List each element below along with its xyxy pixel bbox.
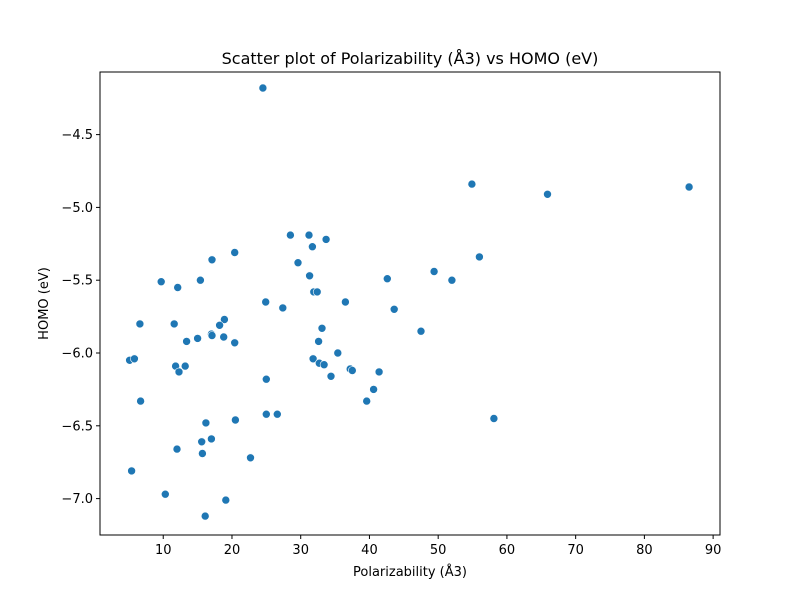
data-point <box>200 511 210 521</box>
x-axis-label: Polarizability (Å3) <box>353 564 467 580</box>
data-point <box>467 179 477 189</box>
data-point <box>286 230 295 240</box>
data-point <box>230 248 239 257</box>
data-point <box>447 275 457 285</box>
data-point <box>136 396 145 406</box>
data-point <box>193 334 202 343</box>
data-point <box>308 242 317 251</box>
data-point <box>173 283 182 292</box>
y-tick-label: −6.5 <box>61 419 93 434</box>
data-points <box>125 83 694 521</box>
data-point <box>219 332 228 342</box>
data-point <box>261 297 271 307</box>
data-point <box>374 367 384 377</box>
data-point <box>172 444 182 454</box>
data-point <box>197 437 206 447</box>
data-point <box>261 409 271 419</box>
data-point <box>489 414 499 423</box>
x-tick-label: 90 <box>705 543 722 558</box>
x-tick-label: 70 <box>567 543 584 558</box>
data-point <box>278 303 288 313</box>
data-point <box>429 267 439 276</box>
x-tick-label: 80 <box>636 543 653 558</box>
data-point <box>312 287 322 297</box>
data-point <box>304 230 314 240</box>
x-tick-label: 40 <box>361 543 378 558</box>
y-axis-label: HOMO (eV) <box>37 267 52 340</box>
data-point <box>347 366 357 375</box>
data-point <box>207 434 216 444</box>
data-point <box>130 354 139 364</box>
data-point <box>174 367 184 377</box>
data-point <box>207 255 217 265</box>
y-tick-label: −6.0 <box>61 347 93 362</box>
x-tick-label: 30 <box>292 543 309 558</box>
data-point <box>230 338 239 348</box>
data-point <box>319 360 329 370</box>
data-point <box>389 304 399 314</box>
data-point <box>317 323 327 333</box>
data-point <box>231 415 240 425</box>
data-point <box>305 271 314 281</box>
data-point <box>198 449 207 458</box>
data-point <box>369 385 378 394</box>
data-point <box>220 315 229 324</box>
data-point <box>215 320 224 330</box>
data-point <box>416 326 426 336</box>
data-point <box>201 418 211 428</box>
x-tick-label: 20 <box>224 543 241 558</box>
data-point <box>314 337 323 346</box>
data-point <box>258 83 268 93</box>
data-point <box>326 371 336 381</box>
data-point <box>333 348 343 358</box>
data-point <box>475 252 484 262</box>
chart-title: Scatter plot of Polarizability (Å3) vs H… <box>222 49 599 68</box>
data-point <box>246 453 255 463</box>
data-point <box>156 277 166 287</box>
data-point <box>362 396 372 406</box>
data-point <box>180 361 190 371</box>
y-tick-label: −5.0 <box>61 201 93 216</box>
data-point <box>135 319 145 329</box>
y-tick-label: −7.0 <box>61 492 93 507</box>
x-tick-label: 60 <box>499 543 516 558</box>
data-point <box>261 374 271 384</box>
y-axis-ticks: −4.5 −5.0 −5.5 −6.0 −6.5 −7.0 <box>61 128 100 507</box>
data-point <box>341 297 350 307</box>
data-point <box>293 258 303 268</box>
x-tick-label: 50 <box>430 543 447 558</box>
data-point <box>182 337 191 346</box>
data-point <box>207 331 217 340</box>
x-tick-label: 10 <box>155 543 172 558</box>
data-point <box>221 495 231 505</box>
data-point <box>161 489 170 499</box>
data-point <box>382 274 392 284</box>
y-tick-label: −4.5 <box>61 128 93 143</box>
y-tick-label: −5.5 <box>61 274 93 289</box>
data-point <box>321 235 331 244</box>
data-point <box>196 275 205 285</box>
x-axis-ticks: 10 20 30 40 50 60 70 80 90 <box>155 535 721 558</box>
data-point <box>543 190 552 199</box>
axes-frame <box>99 71 721 536</box>
data-point <box>308 354 318 364</box>
plot-area <box>99 71 721 536</box>
data-point <box>169 319 179 329</box>
data-point <box>272 409 282 419</box>
data-point <box>127 466 136 476</box>
data-point <box>684 182 694 192</box>
